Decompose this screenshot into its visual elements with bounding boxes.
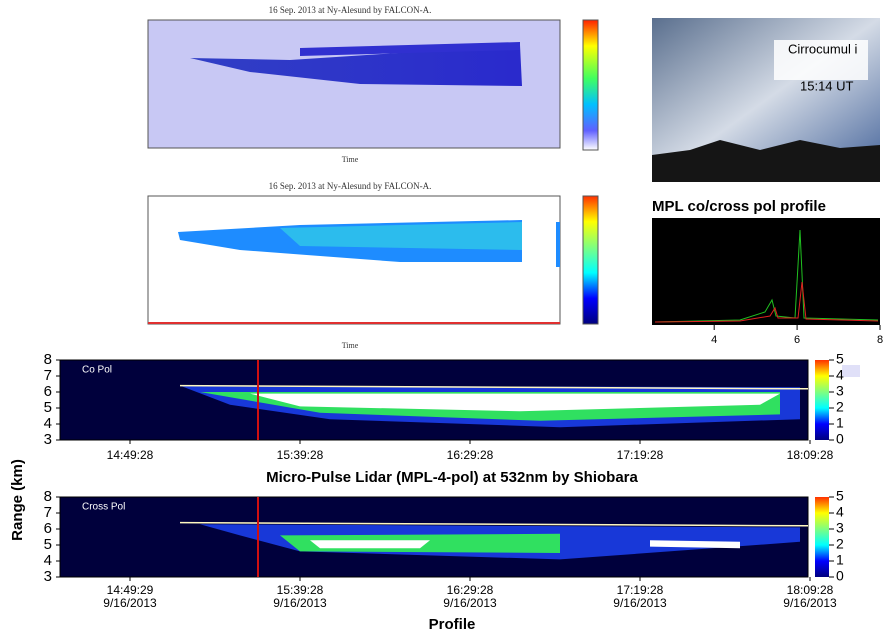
colorbar [815,360,829,440]
cloud-signal [556,222,560,267]
x-tick-label: 14:49:28 [107,448,154,462]
cloud-top [179,384,809,390]
x-tick-date: 9/16/2013 [273,596,327,610]
x-tick-date: 9/16/2013 [613,596,667,610]
y-tick-label: 4 [44,552,52,569]
colorbar-tick-label: 2 [836,399,844,415]
cloud-signal [190,45,522,86]
lidar-title: Micro-Pulse Lidar (MPL-4-pol) at 532nm b… [266,469,638,486]
y-tick-label: 4 [44,415,52,432]
x-label: Time [342,155,359,164]
x-tick-label: 15:39:28 [277,448,324,462]
cloud-signal [250,393,780,412]
colorbar [582,19,599,151]
x-label: Profile [429,616,476,630]
mountains [652,140,880,182]
colorbar-tick-label: 1 [836,415,844,431]
cloud-signal [300,42,520,56]
y-tick-label: 6 [44,383,52,400]
x-tick-label: 17:19:28 [617,583,664,597]
lidar-figure: Range (km) Micro-Pulse Lidar (MPL-4-pol)… [9,351,860,630]
plot-area [652,218,880,325]
legend-swatch [842,365,860,377]
panel-label: Cross Pol [82,502,125,513]
photo-time: 15:14 UT [800,78,854,93]
colorbar-tick-label: 5 [836,488,844,504]
x-tick-label: 4 [711,334,717,346]
panel-label: Co Pol [82,365,112,376]
colorbar-tick-label: 3 [836,383,844,399]
y-tick-label: 7 [44,367,52,384]
label-box [774,40,868,80]
x-tick-label: 18:09:28 [787,583,834,597]
colorbar [815,497,829,577]
photo-label: Cirrocumul i [788,41,857,56]
colorbar-tick-label: 4 [836,504,844,520]
x-tick-date: 9/16/2013 [443,596,497,610]
x-tick-date: 9/16/2013 [783,596,837,610]
colorbar-tick-label: 4 [836,367,844,383]
cloud-signal [280,222,522,250]
profile-title: MPL co/cross pol profile [652,198,826,215]
y-tick-label: 6 [44,520,52,537]
x-tick-label: 17:19:28 [617,448,664,462]
top-panel: 16 Sep. 2013 at Ny-Alesund by FALCON-A. … [147,181,599,350]
panel-title: 16 Sep. 2013 at Ny-Alesund by FALCON-A. [269,181,432,191]
y-tick-label: 8 [44,351,52,368]
colorbar-tick-label: 3 [836,520,844,536]
y-tick-label: 3 [44,568,52,585]
x-tick-label: 6 [794,334,800,346]
y-label: Range (km) [9,459,26,541]
y-tick-label: 5 [44,536,52,553]
y-tick-label: 7 [44,504,52,521]
x-tick-date: 9/16/2013 [103,596,157,610]
profile-line [654,281,879,323]
y-tick-label: 5 [44,399,52,416]
cloud-signal [310,540,430,549]
panel-title: 16 Sep. 2013 at Ny-Alesund by FALCON-A. [269,5,432,15]
colorbar-tick-label: 1 [836,552,844,568]
x-label: Time [342,341,359,350]
y-tick-label: 3 [44,431,52,448]
colorbar-tick-label: 0 [836,568,844,584]
x-tick-label: 15:39:28 [277,583,324,597]
sky-photo: Cirrocumul i 15:14 UT [652,18,880,182]
cloud-signal [650,540,740,549]
x-tick-label: 14:49:29 [107,583,154,597]
colorbar-tick-label: 2 [836,536,844,552]
colorbar-tick-label: 5 [836,351,844,367]
cloud-top [179,521,809,527]
x-tick-label: 8 [877,334,883,346]
profile-plot: MPL co/cross pol profile 4 6 8 [652,198,883,346]
y-tick-label: 8 [44,488,52,505]
colorbar [582,195,599,325]
x-tick-label: 18:09:28 [787,448,834,462]
x-tick-label: 16:29:28 [447,448,494,462]
colorbar-tick-label: 0 [836,431,844,447]
top-panel: 16 Sep. 2013 at Ny-Alesund by FALCON-A. … [147,5,599,164]
x-tick-label: 16:29:28 [447,583,494,597]
